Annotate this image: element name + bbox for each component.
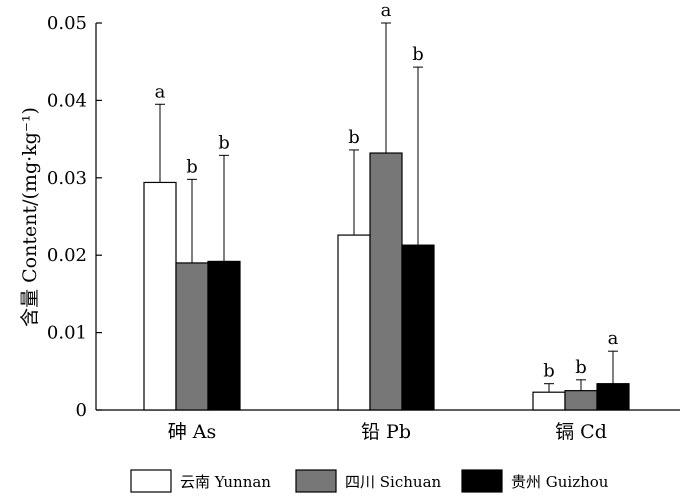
x-category-label: 铅 Pb [361, 421, 411, 443]
significance-label: b [218, 132, 230, 153]
y-tick-label: 0.02 [47, 245, 87, 266]
bar-yunnan [143, 181, 177, 411]
y-axis-label: 含量 Content/(mg·kg⁻¹) [19, 107, 41, 327]
significance-label: a [381, 0, 392, 21]
legend: 云南 Yunnan 四川 Sichuan 贵州 Guizhou [130, 469, 609, 493]
y-tick-label: 0.04 [47, 90, 87, 111]
bar-guizhou [596, 383, 630, 411]
y-tick-label: 0.03 [47, 168, 87, 189]
legend-swatch [295, 469, 337, 493]
bar-guizhou [207, 260, 241, 411]
significance-label: b [348, 127, 360, 148]
significance-label: b [575, 357, 587, 378]
legend-label: 贵州 Guizhou [511, 473, 609, 491]
significance-label: a [608, 328, 619, 349]
bar-yunnan [532, 391, 566, 411]
bar-sichuan [564, 390, 598, 411]
bar-sichuan [175, 262, 209, 411]
significance-label: b [543, 361, 555, 382]
legend-label: 四川 Sichuan [345, 473, 442, 491]
bar-yunnan [337, 234, 371, 411]
significance-label: a [155, 81, 166, 102]
legend-swatch [130, 469, 172, 493]
significance-label: b [186, 156, 198, 177]
y-tick-label: 0.05 [47, 13, 87, 34]
bar-guizhou [401, 244, 435, 411]
bar-sichuan [369, 152, 403, 411]
x-category-label: 镉 Cd [555, 421, 607, 443]
x-category-label: 砷 As [168, 421, 217, 443]
legend-label: 云南 Yunnan [180, 473, 271, 491]
y-tick-label: 0 [76, 400, 87, 421]
legend-swatch [461, 469, 503, 493]
y-tick-label: 0.01 [47, 323, 87, 344]
significance-label: b [412, 44, 424, 65]
